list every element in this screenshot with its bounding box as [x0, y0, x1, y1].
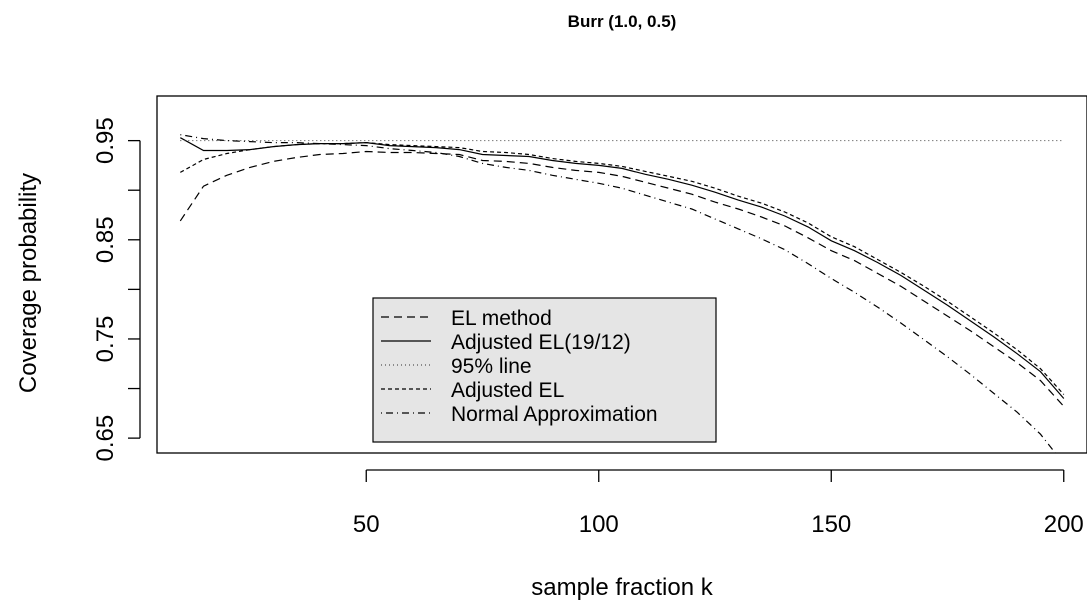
chart-title: Burr (1.0, 0.5) — [568, 12, 677, 31]
y-tick-label: 0.65 — [92, 415, 119, 462]
x-tick-label: 200 — [1044, 511, 1084, 538]
y-tick-label: 0.75 — [92, 316, 119, 363]
series-line-adjusted-el — [180, 141, 1065, 395]
x-tick-label: 50 — [353, 511, 380, 538]
legend-label: Adjusted EL(19/12) — [451, 331, 631, 354]
y-axis-title: Coverage probability — [15, 173, 42, 393]
y-tick-label: 0.95 — [92, 117, 119, 164]
series-line-adjusted-el-19-12 — [180, 137, 1065, 399]
series-line-normal-approximation — [180, 134, 1057, 453]
legend-label: Adjusted EL — [451, 379, 564, 402]
plot-frame — [156, 95, 1087, 454]
series-line-el-method — [179, 150, 1065, 407]
legend-box — [372, 297, 717, 443]
series-layer — [179, 134, 1065, 453]
legend-label: Normal Approximation — [451, 403, 658, 426]
x-tick-label: 150 — [811, 511, 851, 538]
legend-label: EL method — [451, 307, 552, 330]
y-axis: 0.65 0.75 0.85 0.95 — [92, 117, 141, 462]
x-axis: 50 100 150 200 — [353, 469, 1084, 538]
x-axis-title: sample fraction k — [531, 574, 713, 601]
x-tick-label: 100 — [579, 511, 619, 538]
y-tick-label: 0.85 — [92, 216, 119, 263]
legend-label: 95% line — [451, 355, 532, 378]
